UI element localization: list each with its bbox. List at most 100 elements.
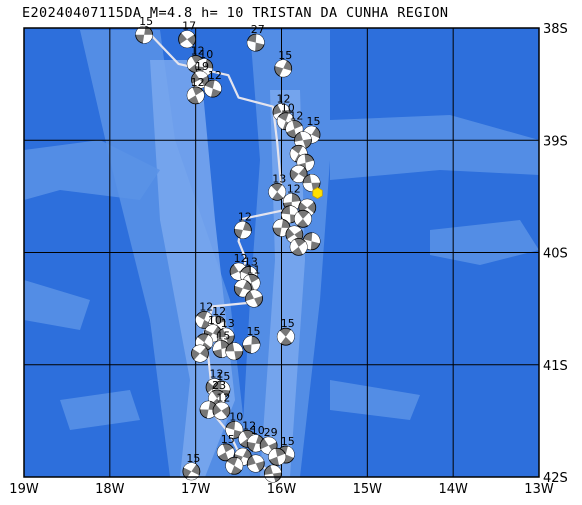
lon-tick-label: 14W xyxy=(438,482,468,497)
beachball-quadrant xyxy=(303,182,314,192)
beachball-quadrant xyxy=(293,173,306,183)
beachball-quadrant xyxy=(204,85,213,97)
depth-label: 12 xyxy=(277,93,291,106)
beachball-quadrant xyxy=(230,271,244,281)
beachball-quadrant xyxy=(285,329,295,343)
depth-label: 23 xyxy=(212,379,226,392)
bathymetry-band xyxy=(150,60,235,477)
epicenter-hexagon xyxy=(312,187,323,199)
beachball-quadrant xyxy=(234,421,243,433)
beachball xyxy=(225,342,244,361)
beachball-quadrant xyxy=(290,239,299,253)
lon-tick-label: 13W xyxy=(524,482,554,497)
beachball xyxy=(191,344,209,363)
beachball-quadrant xyxy=(217,392,226,406)
beachball-quadrant xyxy=(309,174,321,183)
beachball-quadrant xyxy=(297,154,306,165)
beachball-quadrant xyxy=(238,431,248,444)
beachball: 12 xyxy=(186,76,205,105)
lat-tick-label: 41S xyxy=(543,359,568,374)
depth-label: 12 xyxy=(208,69,222,82)
beachball-quadrant xyxy=(255,34,265,45)
depth-label: 10 xyxy=(251,424,265,437)
depth-label: 12 xyxy=(216,391,230,404)
beachball-quadrant xyxy=(200,401,211,410)
beachball: 15 xyxy=(182,452,200,481)
beachball-quadrant xyxy=(252,455,264,464)
beachball xyxy=(264,464,282,483)
beachball-quadrant xyxy=(277,330,286,344)
beachball xyxy=(268,447,287,466)
beachball: 12 xyxy=(195,300,213,329)
beachball-quadrant xyxy=(264,473,276,483)
beachball-quadrant xyxy=(251,343,260,354)
beachball-quadrant xyxy=(290,148,299,162)
lon-tick-label: 17W xyxy=(181,482,211,497)
depth-label: 13 xyxy=(244,255,258,268)
beachball-quadrant xyxy=(242,336,252,346)
beachball-quadrant xyxy=(217,444,226,457)
beachball-quadrant xyxy=(181,30,195,40)
plate-boundary xyxy=(143,28,287,477)
beachball-quadrant xyxy=(214,410,227,420)
beachball xyxy=(225,456,244,475)
beachball-quadrant xyxy=(204,334,213,348)
beachball-quadrant xyxy=(225,461,235,474)
beachball-quadrant xyxy=(263,437,277,446)
beachball: 12 xyxy=(212,391,230,420)
depth-label: 10 xyxy=(281,102,295,115)
beachball-quadrant xyxy=(305,160,315,172)
depth-label: 12 xyxy=(289,110,303,123)
depth-label: 12 xyxy=(242,419,256,432)
beachball-quadrant xyxy=(208,378,222,388)
bathymetry-band xyxy=(60,390,140,430)
beachball-quadrant xyxy=(268,448,278,460)
beachball-quadrant xyxy=(195,90,205,104)
beachball-quadrant xyxy=(275,59,287,69)
depth-label: 19 xyxy=(195,60,209,73)
beachball-quadrant xyxy=(187,56,196,70)
beachball-quadrant xyxy=(187,87,196,100)
beachball: 12 xyxy=(233,211,252,239)
beachball xyxy=(245,289,263,308)
beachball-quadrant xyxy=(277,185,286,198)
beachball xyxy=(302,174,321,192)
beachball-quadrant xyxy=(240,230,252,239)
beachball-quadrant xyxy=(288,226,302,235)
ridge-axis-line xyxy=(143,28,287,477)
beachball: 15 xyxy=(242,325,260,354)
beachball-quadrant xyxy=(212,340,222,352)
beachball xyxy=(294,131,312,150)
epicenter-marker xyxy=(312,187,323,199)
beachball-quadrant xyxy=(270,465,282,474)
beachball-quadrant xyxy=(234,221,246,231)
lon-tick-label: 19W xyxy=(9,482,39,497)
beachball-quadrant xyxy=(234,457,243,471)
depth-label: 15 xyxy=(278,49,292,62)
beachball-quadrant xyxy=(233,263,247,272)
beachball-quadrant xyxy=(302,212,312,226)
beachball-quadrant xyxy=(300,199,314,208)
beachball-quadrant xyxy=(194,353,208,363)
beachball xyxy=(246,454,265,473)
beachball: 12 xyxy=(203,69,222,98)
depth-label: 15 xyxy=(186,452,200,465)
beachball-quadrant xyxy=(251,278,260,291)
beachball-quadrant xyxy=(277,453,286,466)
bathymetry-band xyxy=(330,115,539,180)
depth-label: 29 xyxy=(264,426,278,439)
lat-tick-label: 39S xyxy=(543,134,568,149)
beachball xyxy=(289,165,308,183)
beachball-quadrant xyxy=(195,58,207,68)
lon-tick-label: 16W xyxy=(267,482,297,497)
depth-label: 15 xyxy=(281,317,295,330)
beachball-quadrant xyxy=(195,315,205,328)
beachball-quadrant xyxy=(247,40,256,52)
beachball-quadrant xyxy=(245,298,258,308)
depth-label: 12 xyxy=(210,368,224,381)
depth-label: 27 xyxy=(251,23,265,36)
depth-label: 12 xyxy=(234,252,248,265)
lon-tick-label: 15W xyxy=(353,482,383,497)
beachball-quadrant xyxy=(234,448,247,457)
beachball-quadrant xyxy=(291,165,305,174)
